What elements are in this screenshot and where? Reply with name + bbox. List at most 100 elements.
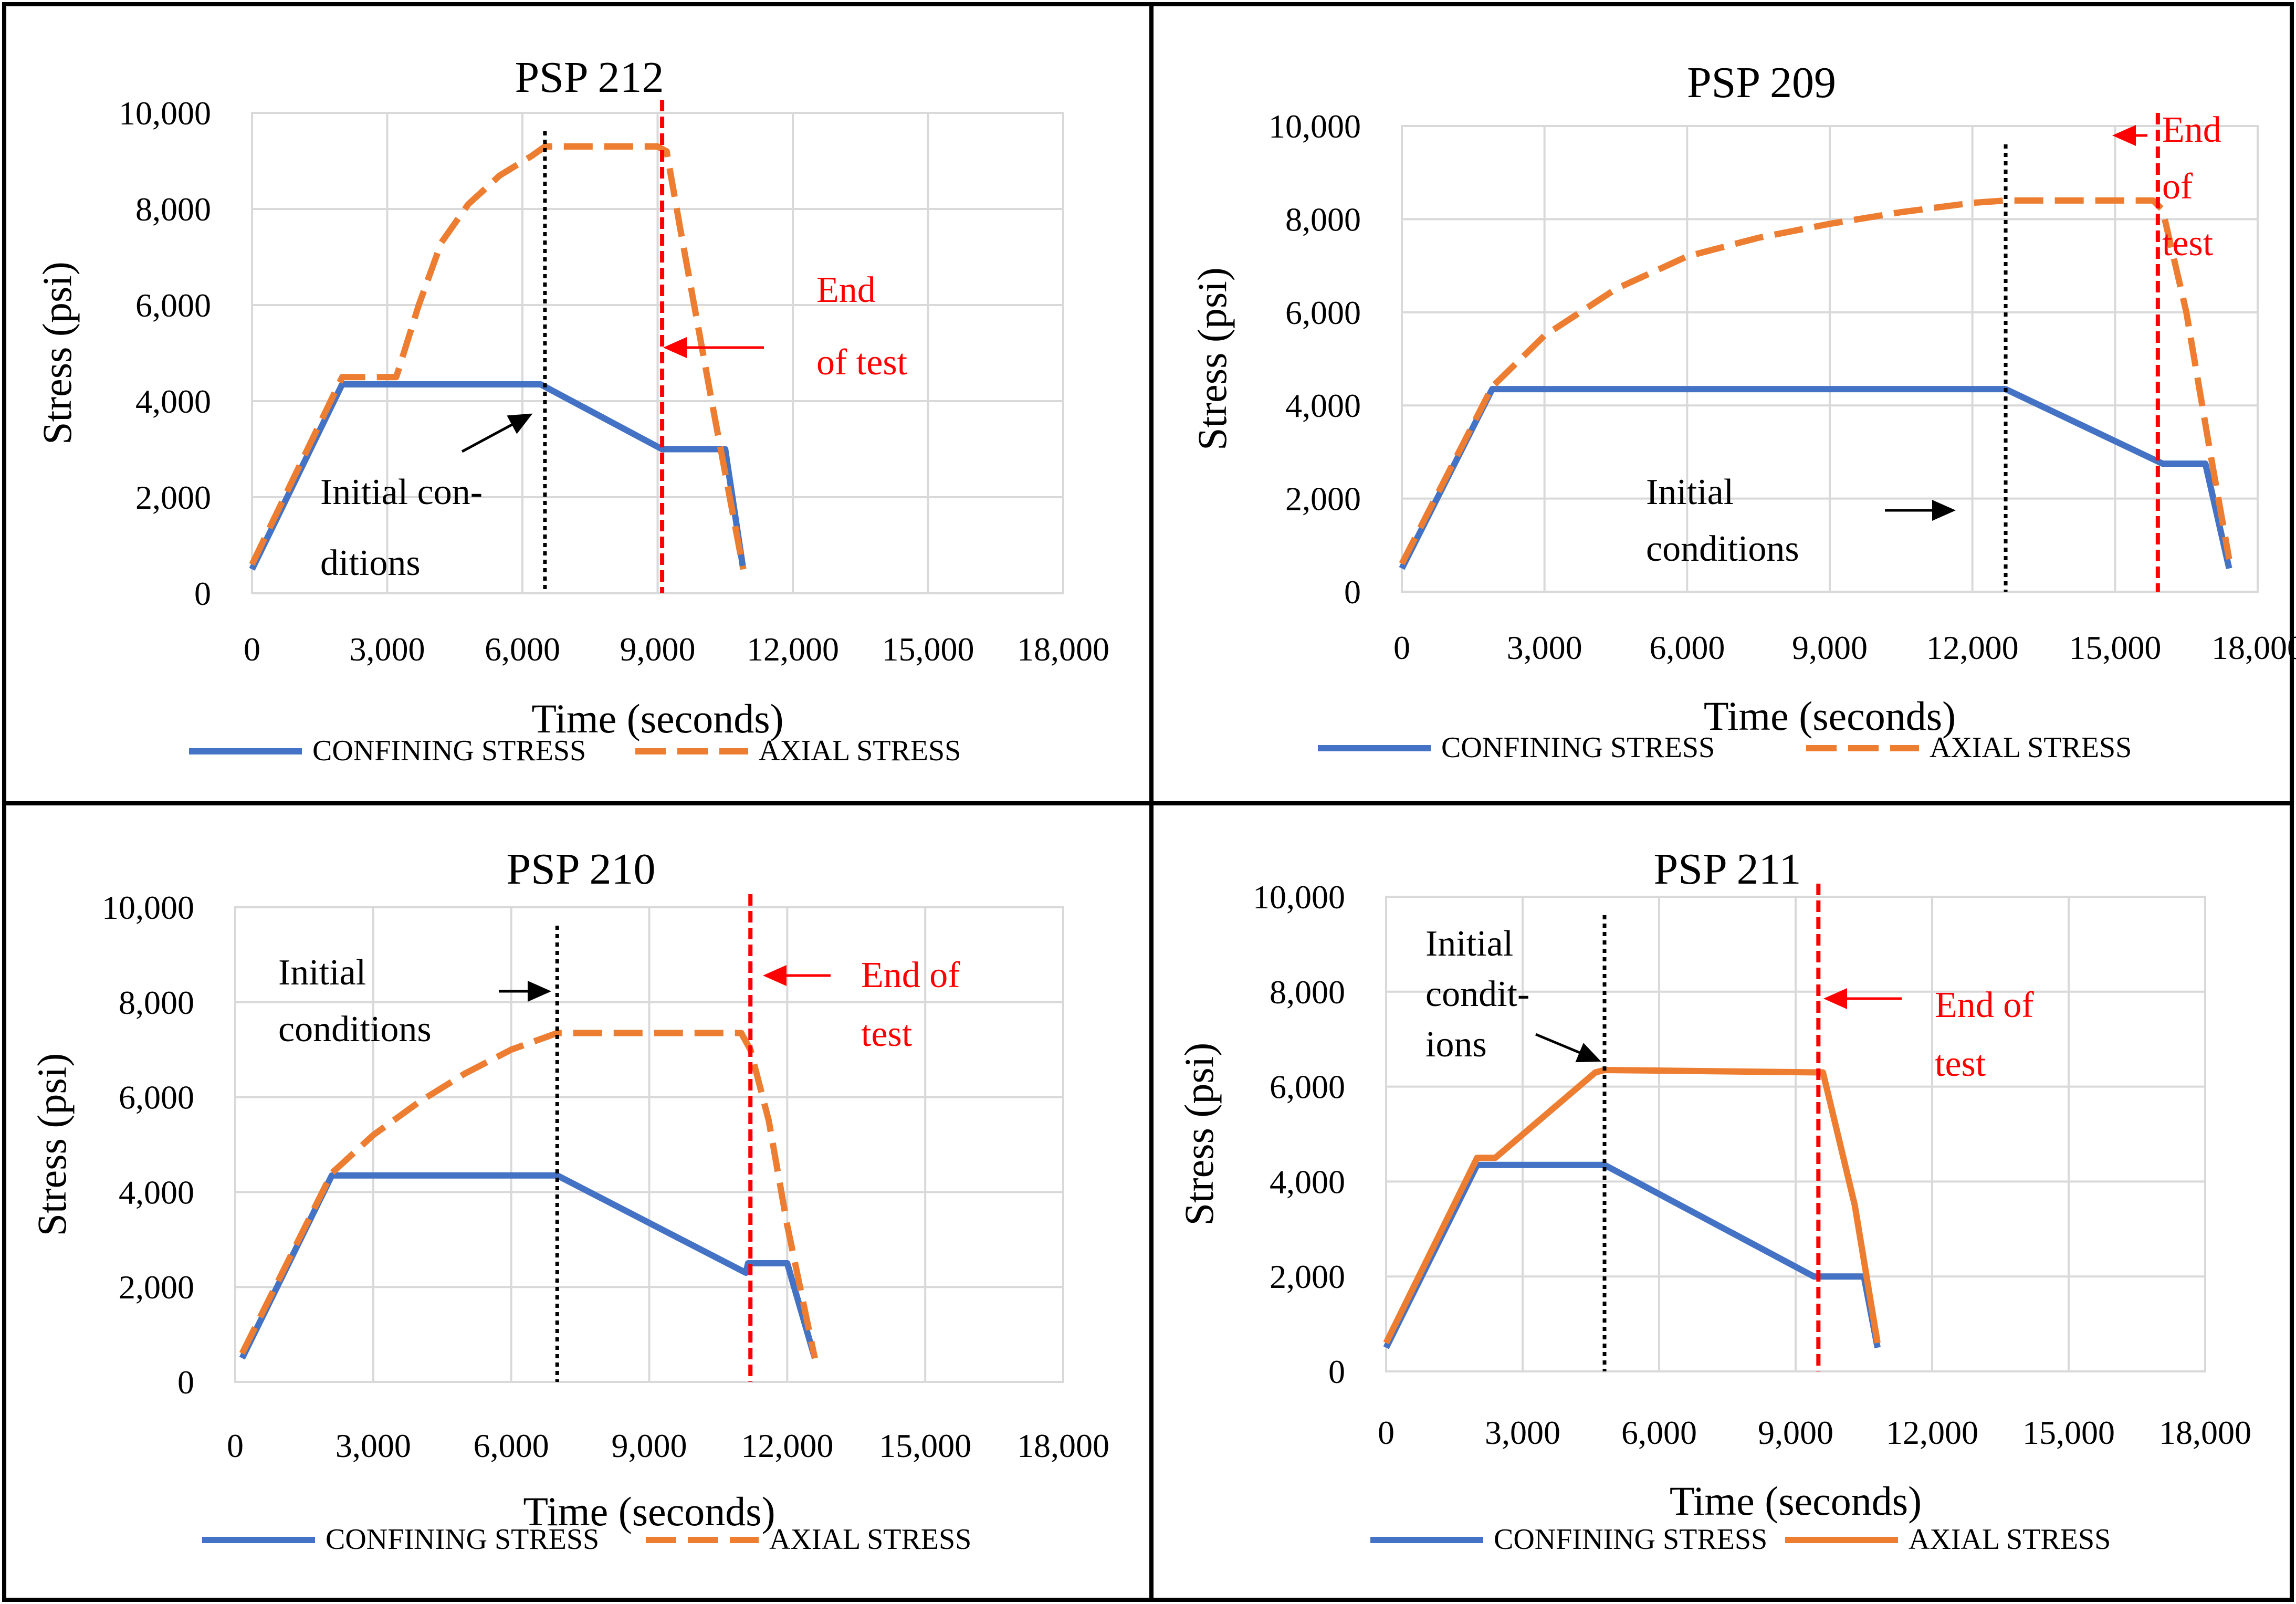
- x-tick-label: 6,000: [485, 631, 560, 668]
- y-tick-label: 6,000: [119, 1079, 194, 1116]
- y-tick-label: 0: [194, 575, 211, 612]
- x-tick-label: 18,000: [1017, 1427, 1109, 1464]
- x-tick-label: 0: [1393, 629, 1410, 666]
- x-tick-label: 12,000: [741, 1427, 833, 1464]
- y-tick-label: 4,000: [1285, 387, 1361, 424]
- y-tick-label: 10,000: [1253, 878, 1345, 916]
- initial-conditions-arrow: [461, 413, 533, 453]
- end-of-test-label: test: [2162, 223, 2214, 264]
- x-tick-label: 15,000: [2069, 629, 2161, 666]
- x-tick-label: 9,000: [620, 631, 696, 668]
- x-tick-label: 18,000: [1017, 631, 1109, 668]
- chart-title: PSP 211: [1654, 845, 1801, 894]
- y-tick-label: 2,000: [1285, 480, 1361, 518]
- plot-area: [1385, 896, 2206, 1372]
- end-of-test-label: of test: [816, 342, 908, 383]
- x-tick-label: 15,000: [2022, 1414, 2115, 1451]
- y-tick-label: 4,000: [1270, 1163, 1345, 1200]
- y-tick-label: 0: [1328, 1353, 1345, 1390]
- end-of-test-label: End of: [861, 955, 960, 995]
- y-tick-label: 6,000: [135, 287, 211, 324]
- y-tick-label: 8,000: [135, 191, 211, 228]
- y-tick-label: 0: [1344, 573, 1361, 611]
- plot-area: [1401, 125, 2259, 593]
- y-tick-label: 8,000: [1270, 973, 1345, 1011]
- axial-stress-line: [1399, 197, 2232, 565]
- x-tick-label: 3,000: [1485, 1414, 1560, 1451]
- x-axis-title: Time (seconds): [1670, 1478, 1922, 1524]
- end-of-test-label: End: [816, 270, 876, 310]
- y-tick-label: 6,000: [1270, 1068, 1345, 1106]
- axial-stress-line: [249, 143, 747, 570]
- y-tick-label: 4,000: [135, 383, 211, 420]
- initial-conditions-label: Initial con-: [320, 472, 483, 512]
- initial-conditions-label: Initial: [1646, 472, 1734, 512]
- end-of-test-label: End: [2162, 110, 2221, 150]
- chart-title: PSP 210: [506, 845, 655, 894]
- x-tick-label: 15,000: [879, 1427, 971, 1464]
- y-axis-title: Stress (psi): [29, 1053, 75, 1236]
- x-tick-label: 6,000: [474, 1427, 549, 1464]
- end-of-test-label: test: [861, 1014, 913, 1054]
- chart-panel-psp-209: 0 2,000 4,000 6,000 8,000 10,000 0 3,000 6,000 9,…: [1189, 58, 2296, 764]
- chart-title: PSP 209: [1687, 58, 1836, 107]
- x-tick-label: 15,000: [882, 631, 974, 668]
- legend-label: AXIAL STRESS: [769, 1523, 971, 1556]
- legend-label: CONFINING STRESS: [326, 1523, 599, 1556]
- y-axis-title: Stress (psi): [34, 261, 80, 445]
- initial-conditions-label: Initial: [1425, 924, 1513, 964]
- y-axis-title: Stress (psi): [1176, 1043, 1222, 1226]
- x-tick-label: 6,000: [1649, 629, 1725, 666]
- x-tick-label: 0: [227, 1427, 244, 1464]
- y-tick-label: 10,000: [119, 95, 211, 132]
- legend-label: AXIAL STRESS: [1930, 731, 2132, 764]
- y-tick-label: 10,000: [1268, 108, 1361, 145]
- y-axis-title: Stress (psi): [1189, 267, 1235, 450]
- confining-stress-line: [239, 1172, 818, 1360]
- chart-panel-psp-210: 0 2,000 4,000 6,000 8,000 10,000 0 3,000 6,000 9,…: [29, 845, 1109, 1556]
- plot-area: [234, 906, 1064, 1383]
- y-tick-label: 2,000: [119, 1268, 194, 1306]
- y-tick-label: 6,000: [1285, 294, 1361, 331]
- initial-conditions-label: Initial: [278, 952, 366, 993]
- initial-conditions-arrow: [1535, 1033, 1601, 1063]
- x-tick-label: 12,000: [1886, 1414, 1978, 1451]
- x-axis-title: Time (seconds): [523, 1488, 775, 1534]
- x-axis-title: Time (seconds): [1704, 693, 1956, 739]
- legend-label: AXIAL STRESS: [759, 735, 961, 767]
- initial-conditions-label: ditions: [320, 543, 421, 583]
- end-of-test-label: test: [1935, 1044, 1986, 1084]
- legend-label: CONFINING STRESS: [1441, 731, 1715, 764]
- x-tick-label: 18,000: [2211, 629, 2296, 666]
- x-tick-label: 9,000: [1758, 1414, 1833, 1451]
- x-tick-label: 0: [244, 631, 260, 668]
- initial-conditions-label: condit-: [1425, 974, 1529, 1014]
- x-tick-label: 3,000: [1507, 629, 1582, 666]
- x-tick-label: 3,000: [350, 631, 425, 668]
- legend-label: AXIAL STRESS: [1909, 1523, 2111, 1556]
- x-tick-label: 18,000: [2159, 1414, 2251, 1451]
- y-tick-label: 2,000: [1270, 1258, 1345, 1295]
- plot-area: [251, 112, 1064, 594]
- initial-conditions-label: conditions: [278, 1009, 432, 1050]
- y-tick-label: 10,000: [102, 889, 194, 926]
- x-axis-title: Time (seconds): [531, 696, 783, 741]
- end-of-test-label: of: [2162, 166, 2193, 207]
- x-tick-label: 3,000: [336, 1427, 411, 1464]
- x-tick-label: 12,000: [747, 631, 839, 668]
- x-tick-label: 0: [1378, 1414, 1395, 1451]
- x-tick-label: 9,000: [1792, 629, 1868, 666]
- x-tick-label: 12,000: [1926, 629, 2019, 666]
- legend-label: CONFINING STRESS: [312, 735, 586, 767]
- chart-panel-psp-212: 0 2,000 4,000 6,000 8,000 10,000 0 3,000 6,000 9,…: [34, 53, 1109, 767]
- y-tick-label: 2,000: [135, 479, 211, 516]
- initial-conditions-label: conditions: [1646, 529, 1799, 569]
- chart-title: PSP 212: [515, 53, 664, 102]
- x-tick-label: 6,000: [1621, 1414, 1697, 1451]
- y-tick-label: 8,000: [1285, 201, 1361, 238]
- initial-conditions-label: ions: [1425, 1024, 1487, 1065]
- x-tick-label: 9,000: [612, 1427, 687, 1464]
- end-of-test-label: End of: [1935, 985, 2034, 1025]
- y-tick-label: 4,000: [119, 1173, 194, 1211]
